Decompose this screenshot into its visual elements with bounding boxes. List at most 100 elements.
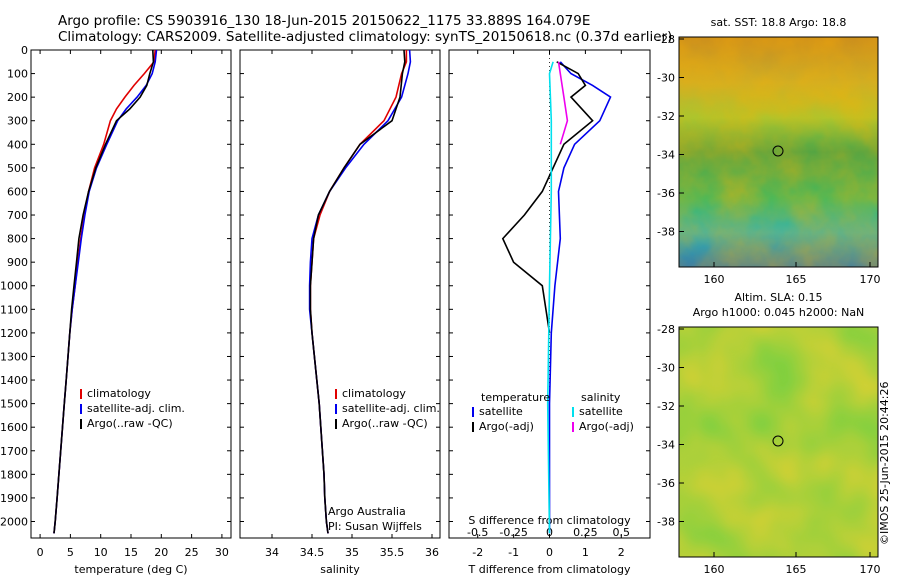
annotation: Argo Australia	[328, 505, 406, 518]
legend-entry: Argo(-adj)	[579, 420, 634, 433]
y-tick-label: 1600	[0, 421, 28, 434]
x-tick-label: 1	[582, 546, 589, 559]
map-y-tick-label: -32	[657, 400, 675, 413]
y-tick-label: 1400	[0, 374, 28, 387]
y-tick-label: 800	[7, 233, 28, 246]
x-axis-label: temperature (deg C)	[74, 563, 187, 576]
map-x-tick-label: 160	[704, 563, 725, 576]
x-tick-label: 20	[154, 546, 168, 559]
map-y-tick-label: -34	[657, 149, 675, 162]
map-x-tick-label: 170	[860, 273, 881, 286]
y-tick-label: 1900	[0, 492, 28, 505]
map-y-tick-label: -38	[657, 516, 675, 529]
x-axis-label: salinity	[320, 563, 360, 576]
y-tick-label: 1200	[0, 327, 28, 340]
figure-title-line1: Argo profile: CS 5903916_130 18-Jun-2015…	[58, 13, 591, 29]
y-tick-label: 2000	[0, 515, 28, 528]
map-axes: -28 -30 -32 -34 -36 -38 160 165 170	[657, 33, 880, 286]
y-tick-label: 600	[7, 185, 28, 198]
series-line	[557, 61, 569, 145]
sla-map-title-1: Altim. SLA: 0.15	[734, 291, 823, 304]
x-tick-label: 36	[425, 546, 439, 559]
y-tick-label: 200	[7, 91, 28, 104]
series-line	[53, 49, 155, 534]
y-tick-label: 1700	[0, 445, 28, 458]
x-tick-label: 34.5	[300, 546, 325, 559]
map-y-tick-label: -30	[657, 362, 675, 375]
top-tick-label: 0.5	[613, 526, 631, 539]
y-tick-label: 400	[7, 138, 28, 151]
x-tick-label: -2	[472, 546, 483, 559]
plot-frame	[239, 49, 441, 539]
sst-map	[678, 36, 879, 268]
x-axis-label: T difference from climatology	[468, 563, 631, 576]
x-tick-label: 35	[345, 546, 359, 559]
x-tick-label: 0	[546, 546, 553, 559]
x-tick-label: 10	[94, 546, 108, 559]
x-tick-label: 34	[265, 546, 279, 559]
y-tick-label: 1000	[0, 280, 28, 293]
map-y-tick-label: -36	[657, 477, 675, 490]
argo-position-marker	[772, 435, 784, 447]
y-tick-label: 500	[7, 162, 28, 175]
y-tick-label: 700	[7, 209, 28, 222]
y-tick-label: 100	[7, 68, 28, 81]
map-y-tick-label: -28	[657, 323, 675, 336]
series-line	[546, 61, 554, 534]
legend-entry: satellite-adj. clim.	[342, 402, 440, 415]
sla-map-title-2: Argo h1000: 0.045 h2000: NaN	[692, 306, 865, 319]
map-y-tick-label: -38	[657, 226, 675, 239]
legend-entry: climatology	[87, 387, 151, 400]
imos-timestamp: ©IMOS 25-Jun-2015 20:44:26	[878, 381, 891, 545]
legend-title: temperature	[481, 391, 550, 404]
series-line	[309, 49, 406, 534]
y-tick-label: 300	[7, 115, 28, 128]
legend-entry: satellite-adj. clim.	[87, 402, 185, 415]
map-axes: -28 -30 -32 -34 -36 -38 160 165 170	[657, 323, 880, 576]
map-y-tick-label: -36	[657, 187, 675, 200]
profile-panel-2: 34 34.5 35 35.5 36 salinity climatology satelli…	[239, 49, 441, 576]
map-x-tick-label: 170	[860, 563, 881, 576]
x-tick-label: 0	[37, 546, 44, 559]
argo-position-marker	[772, 145, 784, 157]
legend-entry: Argo(..raw -QC)	[87, 417, 173, 430]
x-tick-label: 5	[67, 546, 74, 559]
map-x-tick-label: 165	[786, 563, 807, 576]
sla-map	[678, 326, 879, 558]
x-tick-label: 15	[124, 546, 138, 559]
x-tick-label: 30	[215, 546, 229, 559]
map-y-tick-label: -34	[657, 439, 675, 452]
map-y-tick-label: -32	[657, 110, 675, 123]
legend-entry: Argo(..raw -QC)	[342, 417, 428, 430]
plot-frame	[30, 49, 232, 539]
map-x-tick-label: 165	[786, 273, 807, 286]
y-tick-label: 900	[7, 256, 28, 269]
figure-title-line2: Climatology: CARS2009. Satellite-adjuste…	[58, 29, 673, 45]
map-y-tick-label: -28	[657, 33, 675, 46]
top-tick-label: -0.25	[499, 526, 527, 539]
x-tick-label: 35.5	[380, 546, 405, 559]
map-x-tick-label: 160	[704, 273, 725, 286]
y-tick-label: 1300	[0, 350, 28, 363]
legend-entry: climatology	[342, 387, 406, 400]
y-tick-label: 0	[21, 44, 28, 57]
x-tick-label: 25	[185, 546, 199, 559]
legend-title: salinity	[581, 391, 621, 404]
legend-entry: satellite	[579, 405, 623, 418]
y-tick-label: 1100	[0, 303, 28, 316]
map-y-tick-label: -30	[657, 72, 675, 85]
top-tick-label: -0.5	[467, 526, 488, 539]
top-tick-label: 0.25	[573, 526, 598, 539]
x-tick-label: 2	[618, 546, 625, 559]
legend-entry: Argo(-adj)	[479, 420, 534, 433]
series-line	[548, 61, 612, 534]
annotation: PI: Susan Wijffels	[328, 520, 422, 533]
profile-panel-1: 0100200300400500600700800900100011001200…	[0, 44, 232, 576]
y-tick-label: 1500	[0, 398, 28, 411]
x-tick-label: -1	[508, 546, 519, 559]
sst-map-title: sat. SST: 18.8 Argo: 18.8	[710, 16, 847, 29]
series-line	[501, 61, 594, 334]
y-tick-label: 1800	[0, 468, 28, 481]
